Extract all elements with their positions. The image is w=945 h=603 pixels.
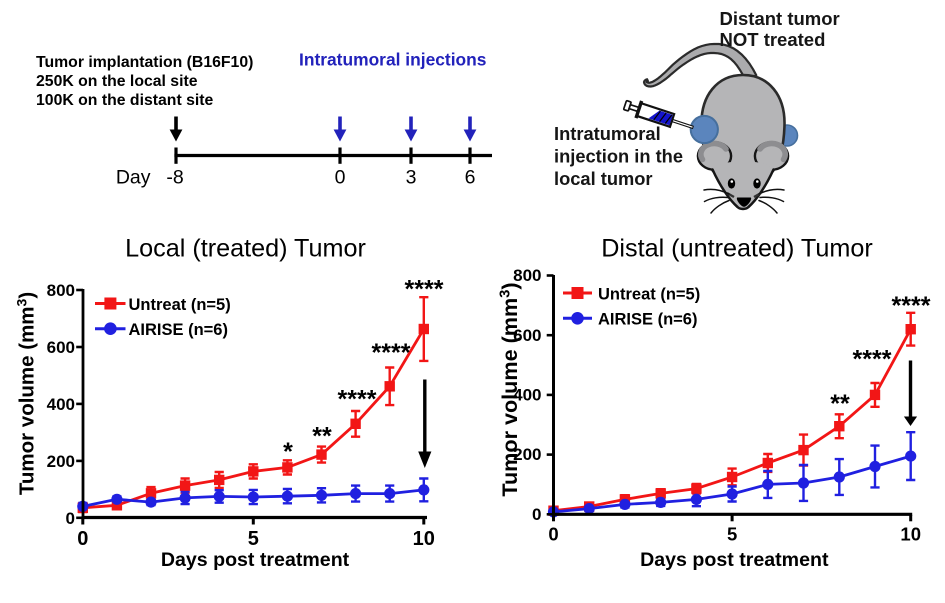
svg-text:Intratumoral: Intratumoral <box>554 123 661 144</box>
svg-text:Local (treated) Tumor: Local (treated) Tumor <box>125 235 366 263</box>
svg-text:*: * <box>283 438 293 466</box>
svg-text:5: 5 <box>727 524 737 545</box>
svg-text:0: 0 <box>335 167 346 189</box>
svg-text:AIRISE (n=6): AIRISE (n=6) <box>598 311 697 329</box>
svg-text:3: 3 <box>406 167 417 189</box>
svg-text:600: 600 <box>47 338 75 357</box>
svg-text:Untreat (n=5): Untreat (n=5) <box>598 285 700 303</box>
svg-text:****: **** <box>853 346 892 374</box>
svg-text:0: 0 <box>532 505 541 524</box>
svg-text:Day: Day <box>116 167 151 189</box>
svg-text:NOT treated: NOT treated <box>720 29 826 50</box>
svg-text:400: 400 <box>513 386 541 405</box>
svg-text:200: 200 <box>47 452 75 471</box>
svg-text:****: **** <box>338 386 377 414</box>
svg-text:AIRISE (n=6): AIRISE (n=6) <box>129 321 228 339</box>
svg-text:0: 0 <box>66 509 75 528</box>
svg-text:400: 400 <box>47 395 75 414</box>
svg-text:**: ** <box>312 423 332 451</box>
svg-text:Tumor volume (mm3): Tumor volume (mm3) <box>14 292 39 495</box>
svg-text:injection in the: injection in the <box>554 146 683 167</box>
svg-text:200: 200 <box>513 445 541 464</box>
svg-text:0: 0 <box>77 528 88 550</box>
svg-text:Tumor volume (mm3): Tumor volume (mm3) <box>497 282 522 496</box>
svg-text:Untreat (n=5): Untreat (n=5) <box>129 296 231 314</box>
svg-text:0: 0 <box>548 524 558 545</box>
svg-text:****: **** <box>405 276 444 304</box>
svg-text:****: **** <box>892 292 931 320</box>
svg-text:250K on the local site: 250K on the local site <box>36 73 198 90</box>
svg-text:5: 5 <box>248 528 259 550</box>
svg-text:800: 800 <box>513 266 541 285</box>
svg-text:local tumor: local tumor <box>554 168 653 189</box>
svg-text:****: **** <box>372 339 411 367</box>
svg-text:Days post treatment: Days post treatment <box>161 549 350 571</box>
svg-text:6: 6 <box>465 167 476 189</box>
svg-text:Tumor implantation (B16F10): Tumor implantation (B16F10) <box>36 54 253 71</box>
svg-text:10: 10 <box>900 524 921 545</box>
svg-text:-8: -8 <box>166 167 183 189</box>
svg-text:800: 800 <box>47 281 75 300</box>
svg-text:10: 10 <box>413 528 435 550</box>
svg-text:Distant tumor: Distant tumor <box>720 8 840 29</box>
svg-text:100K on the distant site: 100K on the distant site <box>36 92 214 109</box>
svg-text:**: ** <box>830 390 850 418</box>
svg-text:Distal (untreated) Tumor: Distal (untreated) Tumor <box>601 235 873 263</box>
svg-text:600: 600 <box>513 326 541 345</box>
svg-text:Days post treatment: Days post treatment <box>640 549 829 571</box>
svg-text:Intratumoral injections: Intratumoral injections <box>299 50 486 70</box>
